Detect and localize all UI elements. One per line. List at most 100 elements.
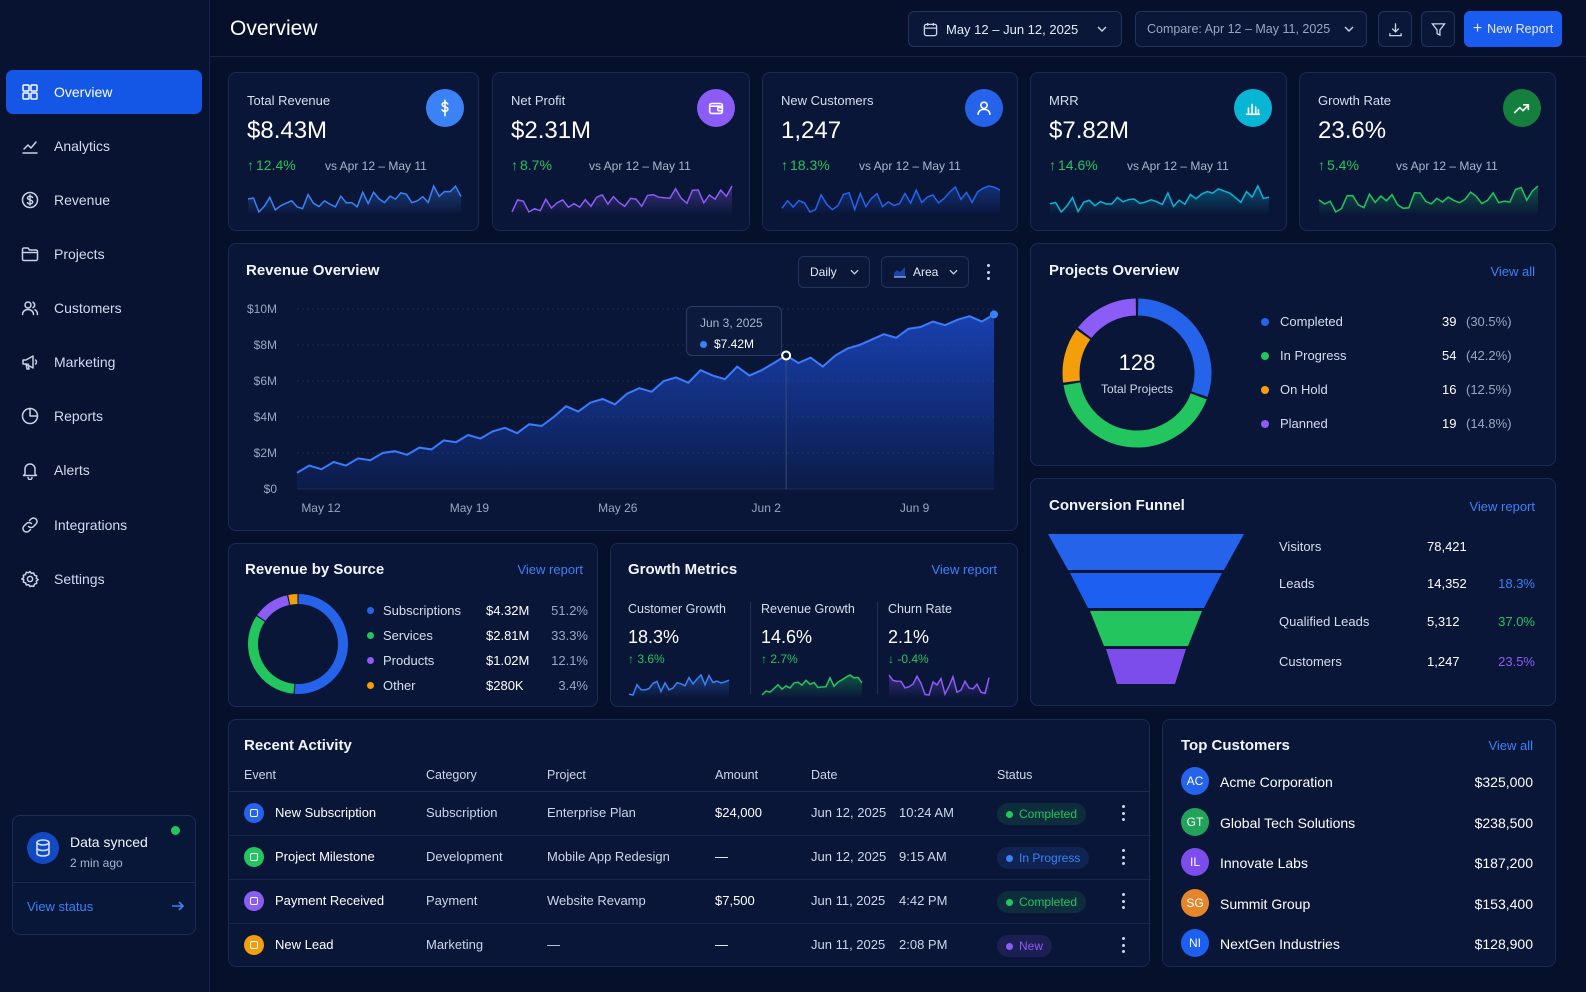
event-amount: — [715,849,728,864]
metric-change: ↑ 2.7% [761,652,876,666]
kpi-label: New Customers [781,93,874,108]
kpi-change-value: 18.3% [790,157,830,173]
metric-sparkline [888,674,990,698]
kpi-label: Growth Rate [1318,93,1391,108]
table-row[interactable]: Payment Received Payment Website Revamp $7,… [229,880,1151,924]
sidebar-item-alerts[interactable]: Alerts [6,448,202,492]
row-more-icon[interactable] [1122,805,1126,821]
row-more-icon[interactable] [1122,849,1126,865]
chart-type-value: Area [913,265,939,279]
projects-legend-item: On Hold 16 (12.5%) [1261,382,1512,397]
projects-legend-item: In Progress 54 (42.2%) [1261,348,1512,363]
revenue-source-legend-item: Products $1.02M 12.1% [367,653,588,668]
chart-type-select[interactable]: Area [881,256,969,288]
row-more-icon[interactable] [1122,937,1126,953]
status-label: Completed [1019,807,1078,821]
x-tick-label: May 26 [598,501,638,515]
more-options-icon[interactable] [981,262,995,282]
column-header: Status [997,768,1033,782]
sidebar-item-reports[interactable]: Reports [6,394,202,438]
status-label: Completed [1019,895,1078,909]
plus-icon: + [1472,20,1483,37]
kpi-change-value: 8.7% [520,157,552,173]
sidebar-item-overview[interactable]: Overview [6,70,202,114]
kpi-card-new-customers: New Customers 1,247 ↑ 18.3% vs Apr 12 – May … [762,72,1018,231]
donut-slice [1137,298,1212,397]
view-status-link[interactable]: View status [27,896,185,916]
projects-view-all-link[interactable]: View all [1490,264,1535,279]
sync-indicator-dot [171,826,180,835]
avatar: IL [1181,848,1209,876]
customer-list-item[interactable]: SG Summit Group $153,400 [1181,888,1533,919]
legend-count: 16 [1442,382,1457,397]
customer-name: Summit Group [1220,895,1311,912]
table-row[interactable]: New Subscription Subscription Enterprise P… [229,792,1151,836]
customer-name: Innovate Labs [1220,855,1308,871]
period-select[interactable]: Daily [798,256,870,288]
user-icon [965,89,1003,127]
new-report-button[interactable]: + New Report [1464,11,1562,47]
database-icon [27,832,59,864]
sidebar-item-projects[interactable]: Projects [6,232,202,276]
sidebar-item-revenue[interactable]: Revenue [6,178,202,222]
date-range-picker[interactable]: May 12 – Jun 12, 2025 [908,11,1122,47]
filter-button[interactable] [1421,11,1455,47]
table-row[interactable]: Project Milestone Development Mobile App R… [229,836,1151,880]
metric-change-value: 3.6% [637,652,665,666]
x-tick-label: May 19 [450,501,490,515]
sidebar-item-marketing[interactable]: Marketing [6,340,202,384]
customer-list-item[interactable]: NI NextGen Industries $128,900 [1181,929,1533,959]
calendar-icon [923,22,938,36]
customer-name: NextGen Industries [1220,936,1340,952]
sidebar-item-integrations[interactable]: Integrations [6,503,202,547]
event-date: Jun 11, 2025 [811,893,886,908]
event-project: Mobile App Redesign [547,849,670,864]
row-more-icon[interactable] [1122,893,1126,909]
column-header: Event [244,768,276,782]
event-date: Jun 11, 2025 [811,937,886,952]
sidebar-item-customers[interactable]: Customers [6,286,202,330]
legend-count: 39 [1442,314,1457,329]
growth-view-report-link[interactable]: View report [931,562,997,577]
kpi-card-total-revenue: Total Revenue $8.43M ↑ 12.4% vs Apr 12 – May… [228,72,479,231]
sidebar-item-settings[interactable]: Settings [6,557,202,601]
sidebar-item-label: Analytics [54,138,111,154]
revenue-by-source-card: Revenue by Source View report Subscripti… [228,543,598,707]
donut-slice [1062,329,1091,383]
kpi-change: ↑ 12.4% [247,157,296,173]
customer-list-item[interactable]: IL Innovate Labs $187,200 [1181,848,1533,878]
analytics-icon [20,136,54,156]
trend-up-icon [1503,89,1541,127]
revenue-source-view-report-link[interactable]: View report [517,562,583,577]
customer-list-item[interactable]: AC Acme Corporation $325,000 [1181,767,1533,797]
x-tick-label: Jun 2 [752,501,782,515]
download-button[interactable] [1378,11,1412,47]
revenue-area-chart[interactable]: $0 $2M $4M $6M $8M $10M May 12 May 19 May 26 Jun … [229,244,1019,532]
funnel-stage-value: 5,312 [1427,614,1460,629]
y-tick-label: $0 [264,482,278,496]
legend-label: Services [383,628,433,643]
customer-list-item[interactable]: GT Global Tech Solutions $238,500 [1181,807,1533,838]
gear-icon [20,569,54,589]
top-customers-view-all-link[interactable]: View all [1488,738,1533,753]
table-row[interactable]: New Lead Marketing — — Jun 11, 2025 2:08 PM Ne… [229,924,1151,968]
bar-chart-icon [1234,89,1272,127]
funnel-stage [1090,611,1202,646]
kpi-change: ↑ 5.4% [1318,157,1359,173]
sidebar-item-label: Overview [54,84,113,100]
highlight-point [781,350,792,361]
sidebar-item-analytics[interactable]: Analytics [6,124,202,168]
metric-change-value: -0.4% [897,652,929,666]
sparkline-area [1319,186,1538,215]
avatar: GT [1181,807,1209,836]
funnel-view-report-link[interactable]: View report [1469,499,1535,514]
grid-icon [20,82,54,102]
status-badge: Completed [997,891,1087,913]
column-header: Category [426,768,477,782]
legend-dot [1261,385,1269,394]
revenue-overview-title: Revenue Overview [246,262,380,279]
revenue-source-legend-item: Subscriptions $4.32M 51.2% [367,603,588,618]
last-point [990,310,998,319]
kpi-value: $7.82M [1049,117,1130,144]
compare-range-picker[interactable]: Compare: Apr 12 – May 11, 2025 [1135,11,1367,47]
